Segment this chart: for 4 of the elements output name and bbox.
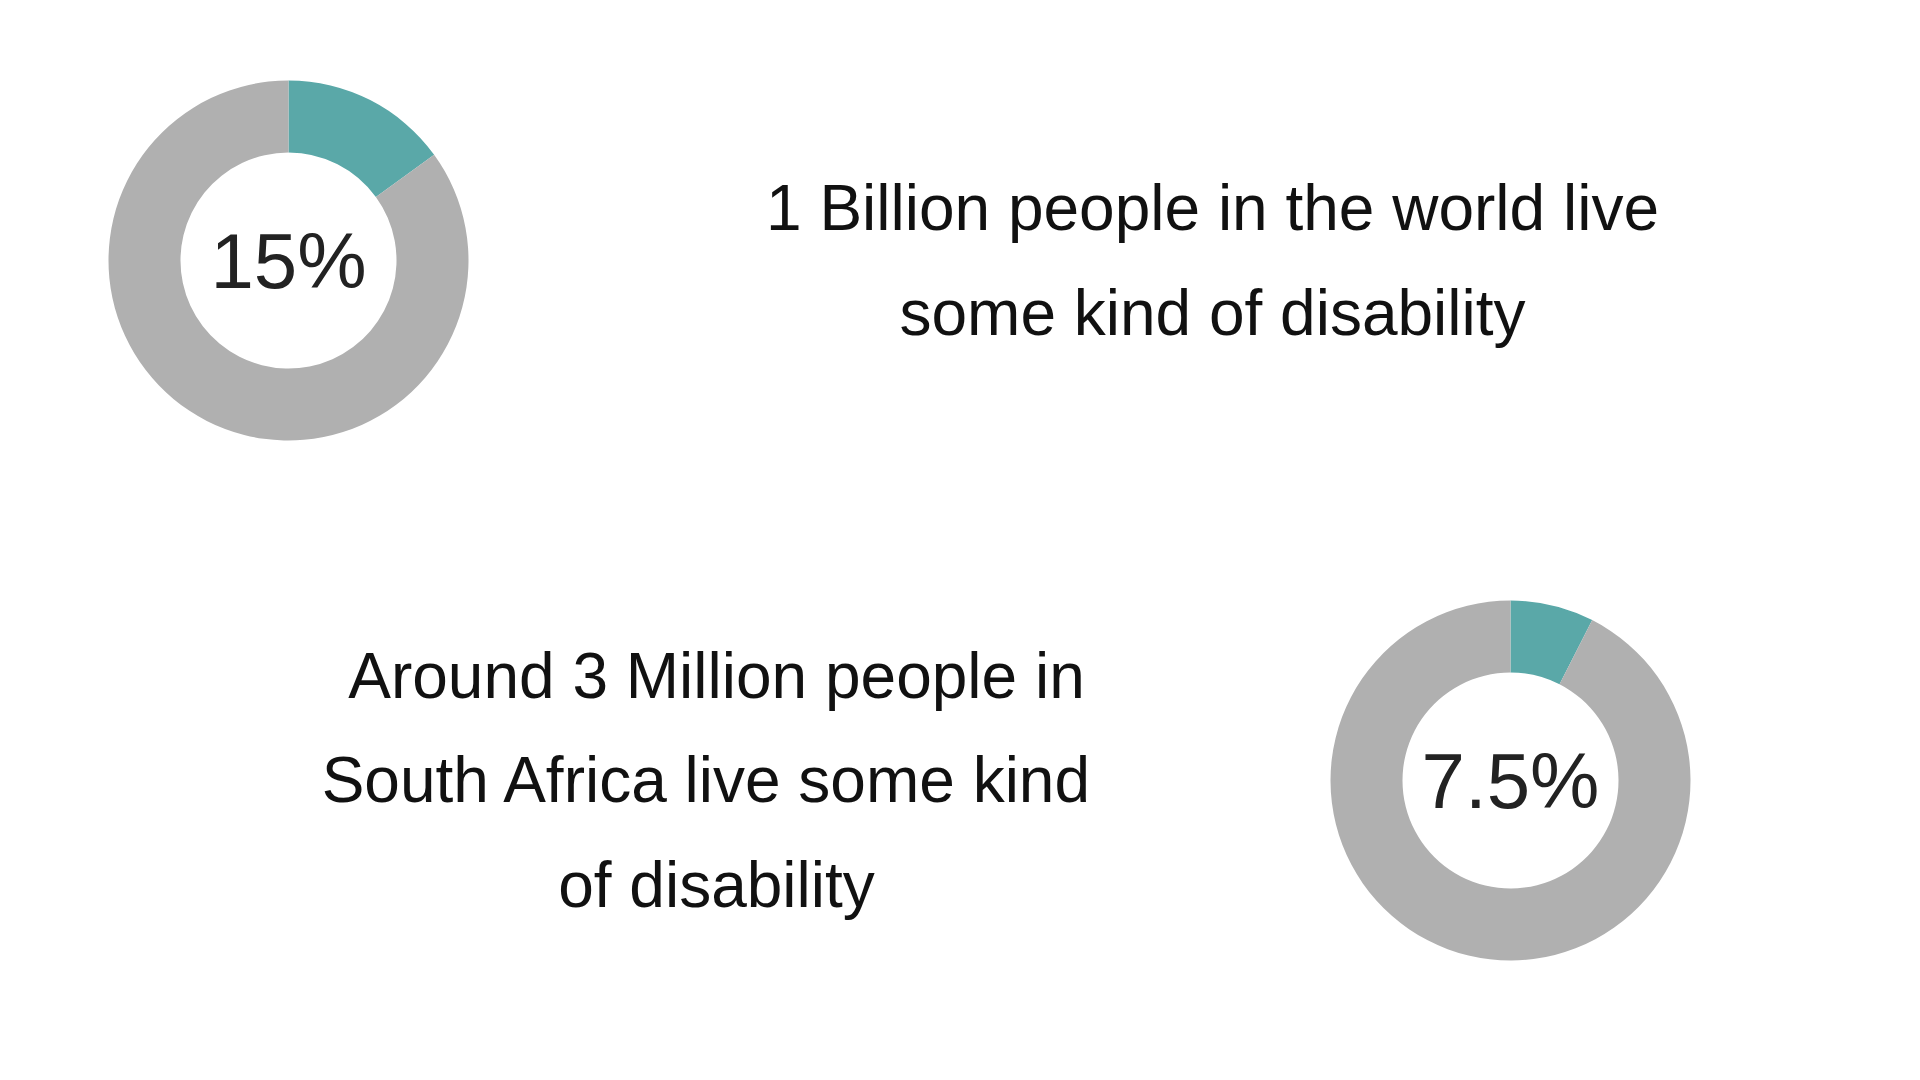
- text: 1 Billion people in the world live some kind of disability: [766, 172, 1659, 349]
- text: 15%: [210, 216, 367, 305]
- text: Around 3 Million people in South Africa live some kind of disability: [321, 640, 1091, 921]
- text: 7.5%: [1421, 736, 1600, 825]
